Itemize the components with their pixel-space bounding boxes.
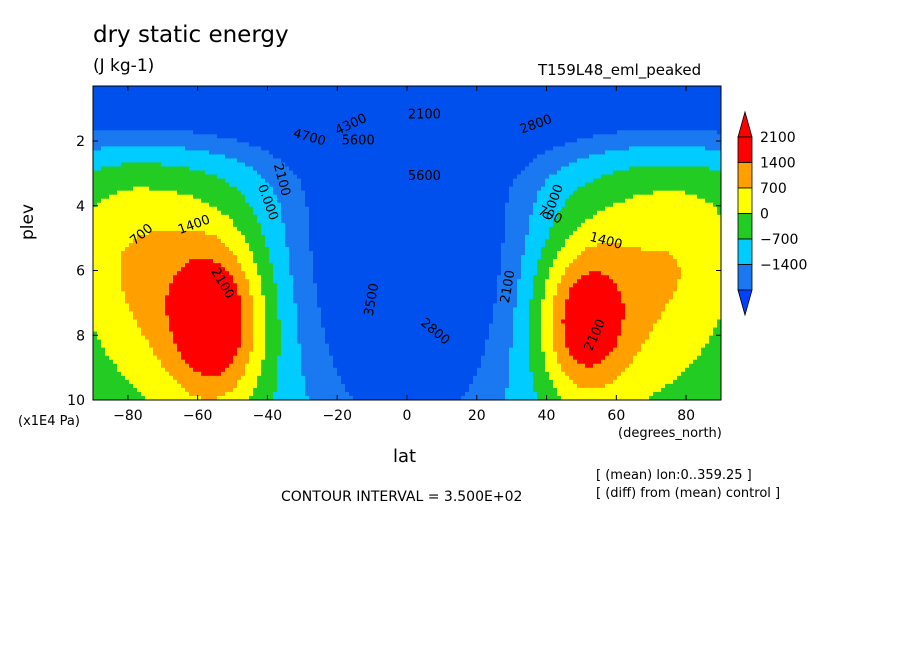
x-tick-label-6: 40 xyxy=(538,408,556,424)
colorbar-segment-4 xyxy=(737,238,753,265)
colorbar-label-2: 700 xyxy=(760,181,787,197)
contour-label-9: 5600 xyxy=(342,134,375,149)
colorbar-segment-1 xyxy=(737,162,753,189)
contour-interval: CONTOUR INTERVAL = 3.500E+02 xyxy=(281,489,523,505)
colorbar-segment-0 xyxy=(737,136,753,163)
x-axis-label: lat xyxy=(393,446,417,467)
x-tick-label-1: −60 xyxy=(183,408,213,424)
y-tick-label-0: 2 xyxy=(76,134,85,150)
contour-label-11: 5600 xyxy=(408,169,441,184)
colorbar-segment-2 xyxy=(737,187,753,214)
colorbar-segment-3 xyxy=(737,213,753,240)
y-tick-label-3: 8 xyxy=(76,328,85,344)
x-tick-label-8: 80 xyxy=(677,408,695,424)
colorbar: 2100 1400 700 0 −700 −1400 xyxy=(737,110,807,317)
x-tick-label-0: −80 xyxy=(113,408,143,424)
x-tick-label-3: −20 xyxy=(322,408,352,424)
x-tick-label-4: 0 xyxy=(403,408,412,424)
x-tick-label-2: −40 xyxy=(253,408,283,424)
x-tick-label-5: 20 xyxy=(468,408,486,424)
y-axis-units: (x1E4 Pa) xyxy=(18,414,80,429)
colorbar-under-arrow xyxy=(737,289,753,317)
y-tick-label-4: 10 xyxy=(67,393,85,409)
colorbar-label-0: 2100 xyxy=(760,130,796,146)
note-mean: [ (mean) lon:0..359.25 ] xyxy=(596,468,752,483)
chart-units: (J kg-1) xyxy=(93,56,155,76)
y-tick-label-1: 4 xyxy=(76,199,85,215)
contour-field xyxy=(93,86,721,400)
chart-title: dry static energy xyxy=(93,22,289,48)
x-tick-label-7: 60 xyxy=(607,408,625,424)
x-axis-ticks: −80 −60 −40 −20 0 20 40 60 80 xyxy=(113,86,695,424)
contour-label-6: 2100 xyxy=(408,108,441,123)
x-axis-units: (degrees_north) xyxy=(618,426,722,441)
y-tick-label-2: 6 xyxy=(76,264,85,280)
note-diff: [ (diff) from (mean) control ] xyxy=(596,486,781,501)
colorbar-label-4: −700 xyxy=(760,232,798,248)
y-axis-ticks: 2 4 6 8 10 xyxy=(67,134,721,409)
contour-label-16: 2100 xyxy=(498,269,519,304)
colorbar-over-arrow xyxy=(737,110,753,138)
colorbar-label-3: 0 xyxy=(760,207,769,223)
contour-label-12: 3500 xyxy=(362,282,383,317)
run-label: T159L48_eml_peaked xyxy=(538,61,702,79)
colorbar-label-1: 1400 xyxy=(760,156,796,172)
colorbar-label-5: −1400 xyxy=(760,258,807,274)
colorbar-segment-5 xyxy=(737,264,753,291)
